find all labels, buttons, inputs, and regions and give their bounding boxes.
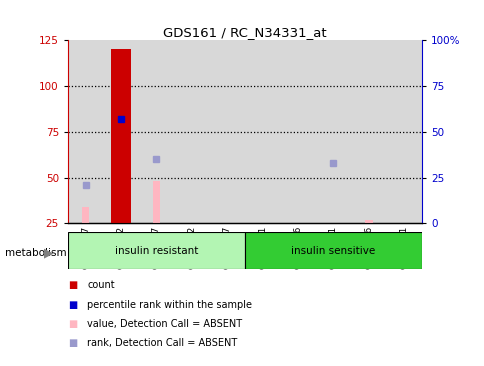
Text: metabolism: metabolism [5, 247, 66, 258]
Title: GDS161 / RC_N34331_at: GDS161 / RC_N34331_at [163, 26, 326, 39]
Bar [68, 232, 244, 269]
Bar [111, 49, 131, 223]
Bar [280, 40, 315, 223]
Bar [364, 220, 372, 223]
Text: percentile rank within the sample: percentile rank within the sample [87, 299, 252, 310]
Bar [386, 40, 421, 223]
Bar [350, 40, 386, 223]
Bar [138, 40, 174, 223]
Text: ■: ■ [68, 318, 77, 329]
Bar [103, 40, 138, 223]
Text: insulin sensitive: insulin sensitive [291, 246, 375, 256]
Bar [81, 207, 90, 223]
Text: value, Detection Call = ABSENT: value, Detection Call = ABSENT [87, 318, 242, 329]
Text: count: count [87, 280, 115, 291]
Text: rank, Detection Call = ABSENT: rank, Detection Call = ABSENT [87, 337, 237, 348]
Bar [244, 232, 421, 269]
Text: ■: ■ [68, 337, 77, 348]
Bar [209, 40, 244, 223]
Text: ■: ■ [68, 280, 77, 291]
Text: ▶: ▶ [44, 246, 53, 259]
Bar [244, 40, 280, 223]
Text: insulin resistant: insulin resistant [115, 246, 197, 256]
Bar [152, 181, 160, 223]
Text: ■: ■ [68, 299, 77, 310]
Bar [315, 40, 350, 223]
Bar [68, 40, 103, 223]
Bar [174, 40, 209, 223]
